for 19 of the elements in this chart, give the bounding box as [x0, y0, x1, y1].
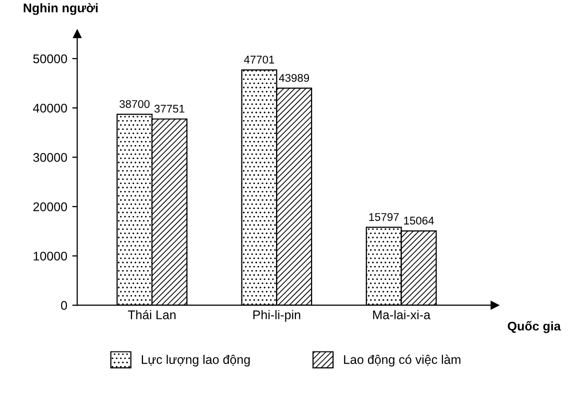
data-label: 47701: [244, 56, 274, 64]
data-label: 15797: [369, 213, 399, 221]
data-label: 37751: [154, 104, 184, 113]
y-axis-title: Nghin người: [24, 3, 98, 15]
data-label: 38700: [120, 100, 150, 108]
data-label: 43989: [278, 74, 310, 82]
y-tick-label: 40000: [33, 104, 68, 113]
y-tick-label: 0: [61, 301, 68, 310]
x-axis-title: Quốc gia: [508, 320, 561, 334]
y-tick-label: 50000: [33, 54, 68, 64]
y-tick-label: 10000: [34, 252, 68, 261]
data-label: 15064: [404, 216, 434, 225]
x-tick-label: Phi-li-pin: [253, 310, 300, 322]
legend-label: Lực lượng lao động: [142, 354, 250, 366]
y-tick-label: 30000: [33, 153, 68, 162]
x-tick-label: Thái Lan: [128, 310, 176, 320]
x-tick-label: Ma-lai-xi-a: [373, 310, 430, 320]
legend-label: Lao động có việc làm: [344, 354, 460, 366]
y-tick-label: 20000: [33, 202, 68, 212]
